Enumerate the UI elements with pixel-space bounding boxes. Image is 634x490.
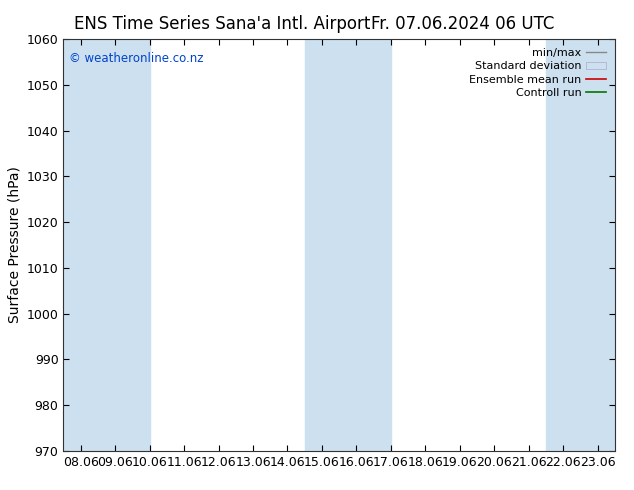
Legend: min/max, Standard deviation, Ensemble mean run, Controll run: min/max, Standard deviation, Ensemble me… xyxy=(466,45,609,101)
Text: Fr. 07.06.2024 06 UTC: Fr. 07.06.2024 06 UTC xyxy=(371,15,555,33)
Y-axis label: Surface Pressure (hPa): Surface Pressure (hPa) xyxy=(7,167,21,323)
Bar xyxy=(63,39,150,451)
Text: © weatheronline.co.nz: © weatheronline.co.nz xyxy=(69,51,204,65)
Bar xyxy=(305,39,391,451)
Bar xyxy=(546,39,615,451)
Text: ENS Time Series Sana'a Intl. Airport: ENS Time Series Sana'a Intl. Airport xyxy=(74,15,370,33)
